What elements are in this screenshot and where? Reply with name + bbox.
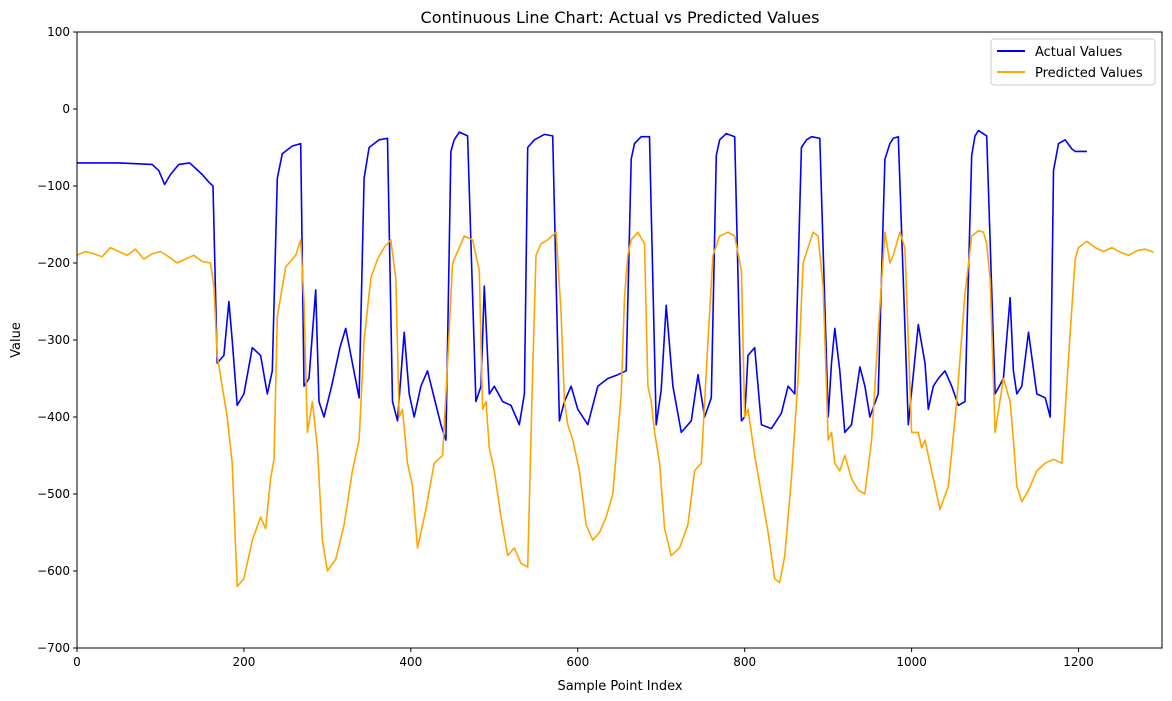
y-axis-label: Value <box>9 322 24 358</box>
x-tick-label: 0 <box>73 655 81 669</box>
y-tick-label: −100 <box>37 179 70 193</box>
x-tick-label: 1000 <box>896 655 927 669</box>
legend-box <box>990 38 1156 86</box>
y-tick-label: −700 <box>37 641 70 655</box>
legend-label-predicted: Predicted Values <box>1035 66 1143 81</box>
legend-label-actual: Actual Values <box>1035 45 1123 60</box>
y-tick-label: 100 <box>47 25 70 39</box>
y-tick-label: −600 <box>37 564 70 578</box>
x-tick-label: 400 <box>399 655 422 669</box>
chart-title: Continuous Line Chart: Actual vs Predict… <box>421 8 820 27</box>
y-tick-label: −200 <box>37 256 70 270</box>
plot-frame <box>76 31 1163 649</box>
y-axis-ticks: 100 0 −100 −200 −300 −400 −500 −600 −700 <box>37 25 77 655</box>
x-tick-label: 800 <box>733 655 756 669</box>
x-tick-label: 1200 <box>1063 655 1094 669</box>
x-axis-label: Sample Point Index <box>557 679 682 694</box>
series-line-actual <box>77 129 1087 441</box>
y-tick-label: −300 <box>37 333 70 347</box>
series-layer <box>76 129 1154 588</box>
x-tick-label: 600 <box>566 655 589 669</box>
legend: Actual Values Predicted Values <box>990 38 1156 86</box>
y-tick-label: −500 <box>37 487 70 501</box>
x-tick-label: 200 <box>232 655 255 669</box>
x-axis-ticks: 0 200 400 600 800 1000 1200 <box>73 648 1094 669</box>
y-tick-label: 0 <box>62 102 70 116</box>
y-tick-label: −400 <box>37 410 70 424</box>
series-line-predicted <box>76 229 1154 588</box>
